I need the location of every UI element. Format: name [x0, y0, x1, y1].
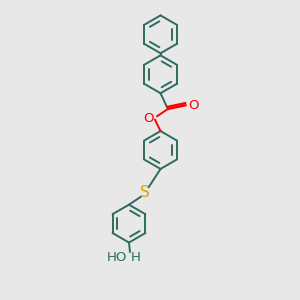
Text: S: S — [140, 184, 150, 200]
Text: O: O — [188, 99, 199, 112]
Text: HO: HO — [106, 251, 127, 264]
Text: H: H — [130, 251, 140, 264]
Text: O: O — [143, 112, 154, 125]
